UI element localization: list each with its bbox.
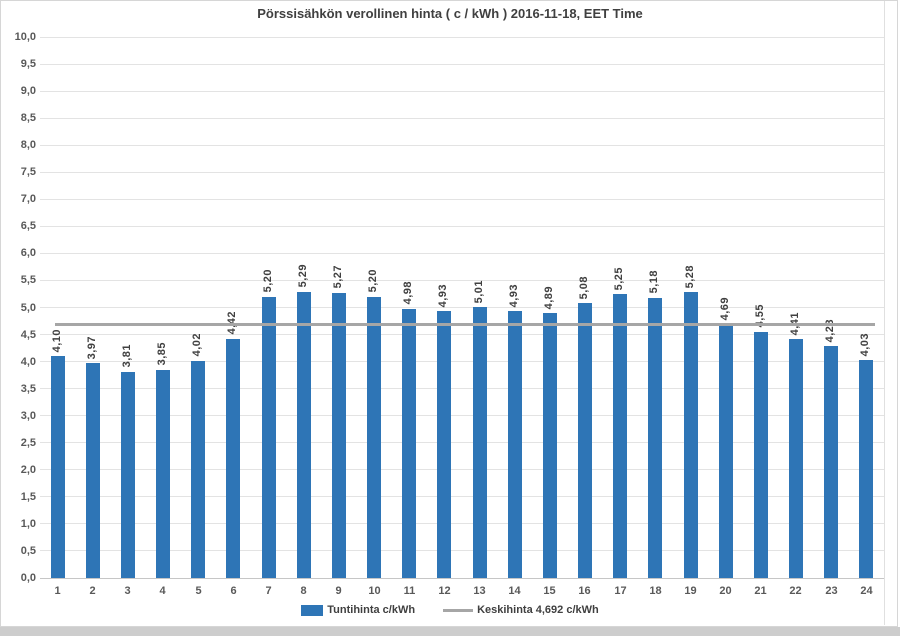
line-series-swatch-icon	[443, 608, 474, 612]
chart-title: Pörssisähkön verollinen hinta ( c / kWh …	[257, 6, 643, 21]
bar-series-swatch-icon	[301, 604, 324, 616]
legend-item-tuntihinta: Tuntihinta c/kWh	[301, 604, 415, 616]
legend-item-keskihinta: Keskihinta 4,692 c/kWh	[443, 604, 599, 616]
bottom-strip	[0, 627, 900, 636]
legend-label-keskihinta: Keskihinta 4,692 c/kWh	[477, 604, 599, 616]
legend-label-tuntihinta: Tuntihinta c/kWh	[327, 604, 416, 616]
legend: Tuntihinta c/kWh Keskihinta 4,692 c/kWh	[0, 600, 900, 620]
